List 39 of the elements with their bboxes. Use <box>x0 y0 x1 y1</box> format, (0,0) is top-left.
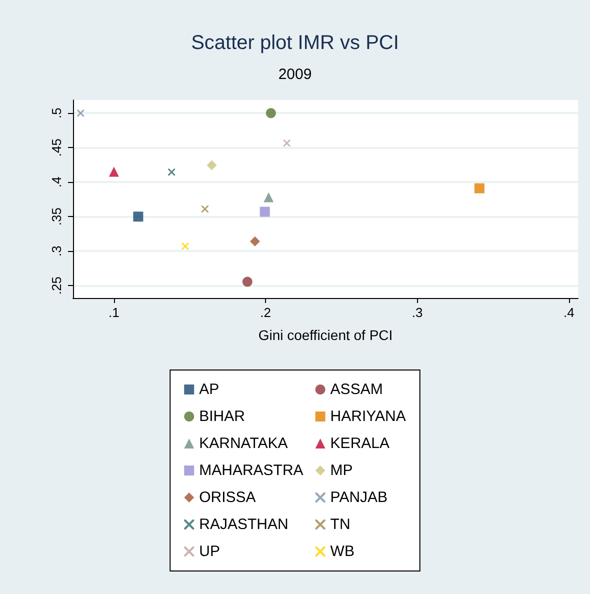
y-tick-label: .5 <box>49 108 64 119</box>
point <box>182 242 189 250</box>
point <box>206 160 217 170</box>
legend-label: WB <box>330 543 354 560</box>
legend-label: ORISSA <box>199 489 256 506</box>
point <box>250 236 260 246</box>
point <box>242 276 252 287</box>
y-tick-label: .45 <box>49 138 64 157</box>
point <box>108 166 119 177</box>
x-axis-title: Gini coefficient of PCI <box>258 327 393 343</box>
point <box>474 183 484 194</box>
legend-label: MAHARASTRA <box>199 462 304 479</box>
point <box>77 110 84 117</box>
point <box>264 192 274 202</box>
chart-title: Scatter plot IMR vs PCI <box>191 32 399 54</box>
y-tick-label: .35 <box>49 208 64 226</box>
legend-label: KERALA <box>330 435 390 452</box>
legend-label: AP <box>199 381 220 398</box>
point <box>266 108 276 118</box>
legend-label: KARNATAKA <box>199 435 288 452</box>
legend-label: ASSAM <box>330 381 383 398</box>
point <box>260 206 270 217</box>
x-tick-label: .1 <box>108 305 120 320</box>
point <box>133 212 144 222</box>
legend-label: RAJASTHAN <box>199 516 288 533</box>
x-tick-label: .4 <box>563 305 574 320</box>
legend-label: BIHAR <box>199 408 246 425</box>
y-tick-label: .4 <box>49 176 64 188</box>
x-tick-label: .2 <box>260 305 272 320</box>
chart-subtitle: 2009 <box>278 66 312 83</box>
x-tick-label: .3 <box>412 305 423 320</box>
legend-label: HARIYANA <box>330 408 406 425</box>
legend-label: TN <box>330 516 350 533</box>
legend-label: MP <box>330 462 353 479</box>
y-tick-label: .3 <box>49 246 64 257</box>
point <box>168 168 176 176</box>
legend-label: UP <box>199 543 220 560</box>
legend-label: PANJAB <box>330 489 388 506</box>
y-tick-label: .25 <box>49 276 64 295</box>
